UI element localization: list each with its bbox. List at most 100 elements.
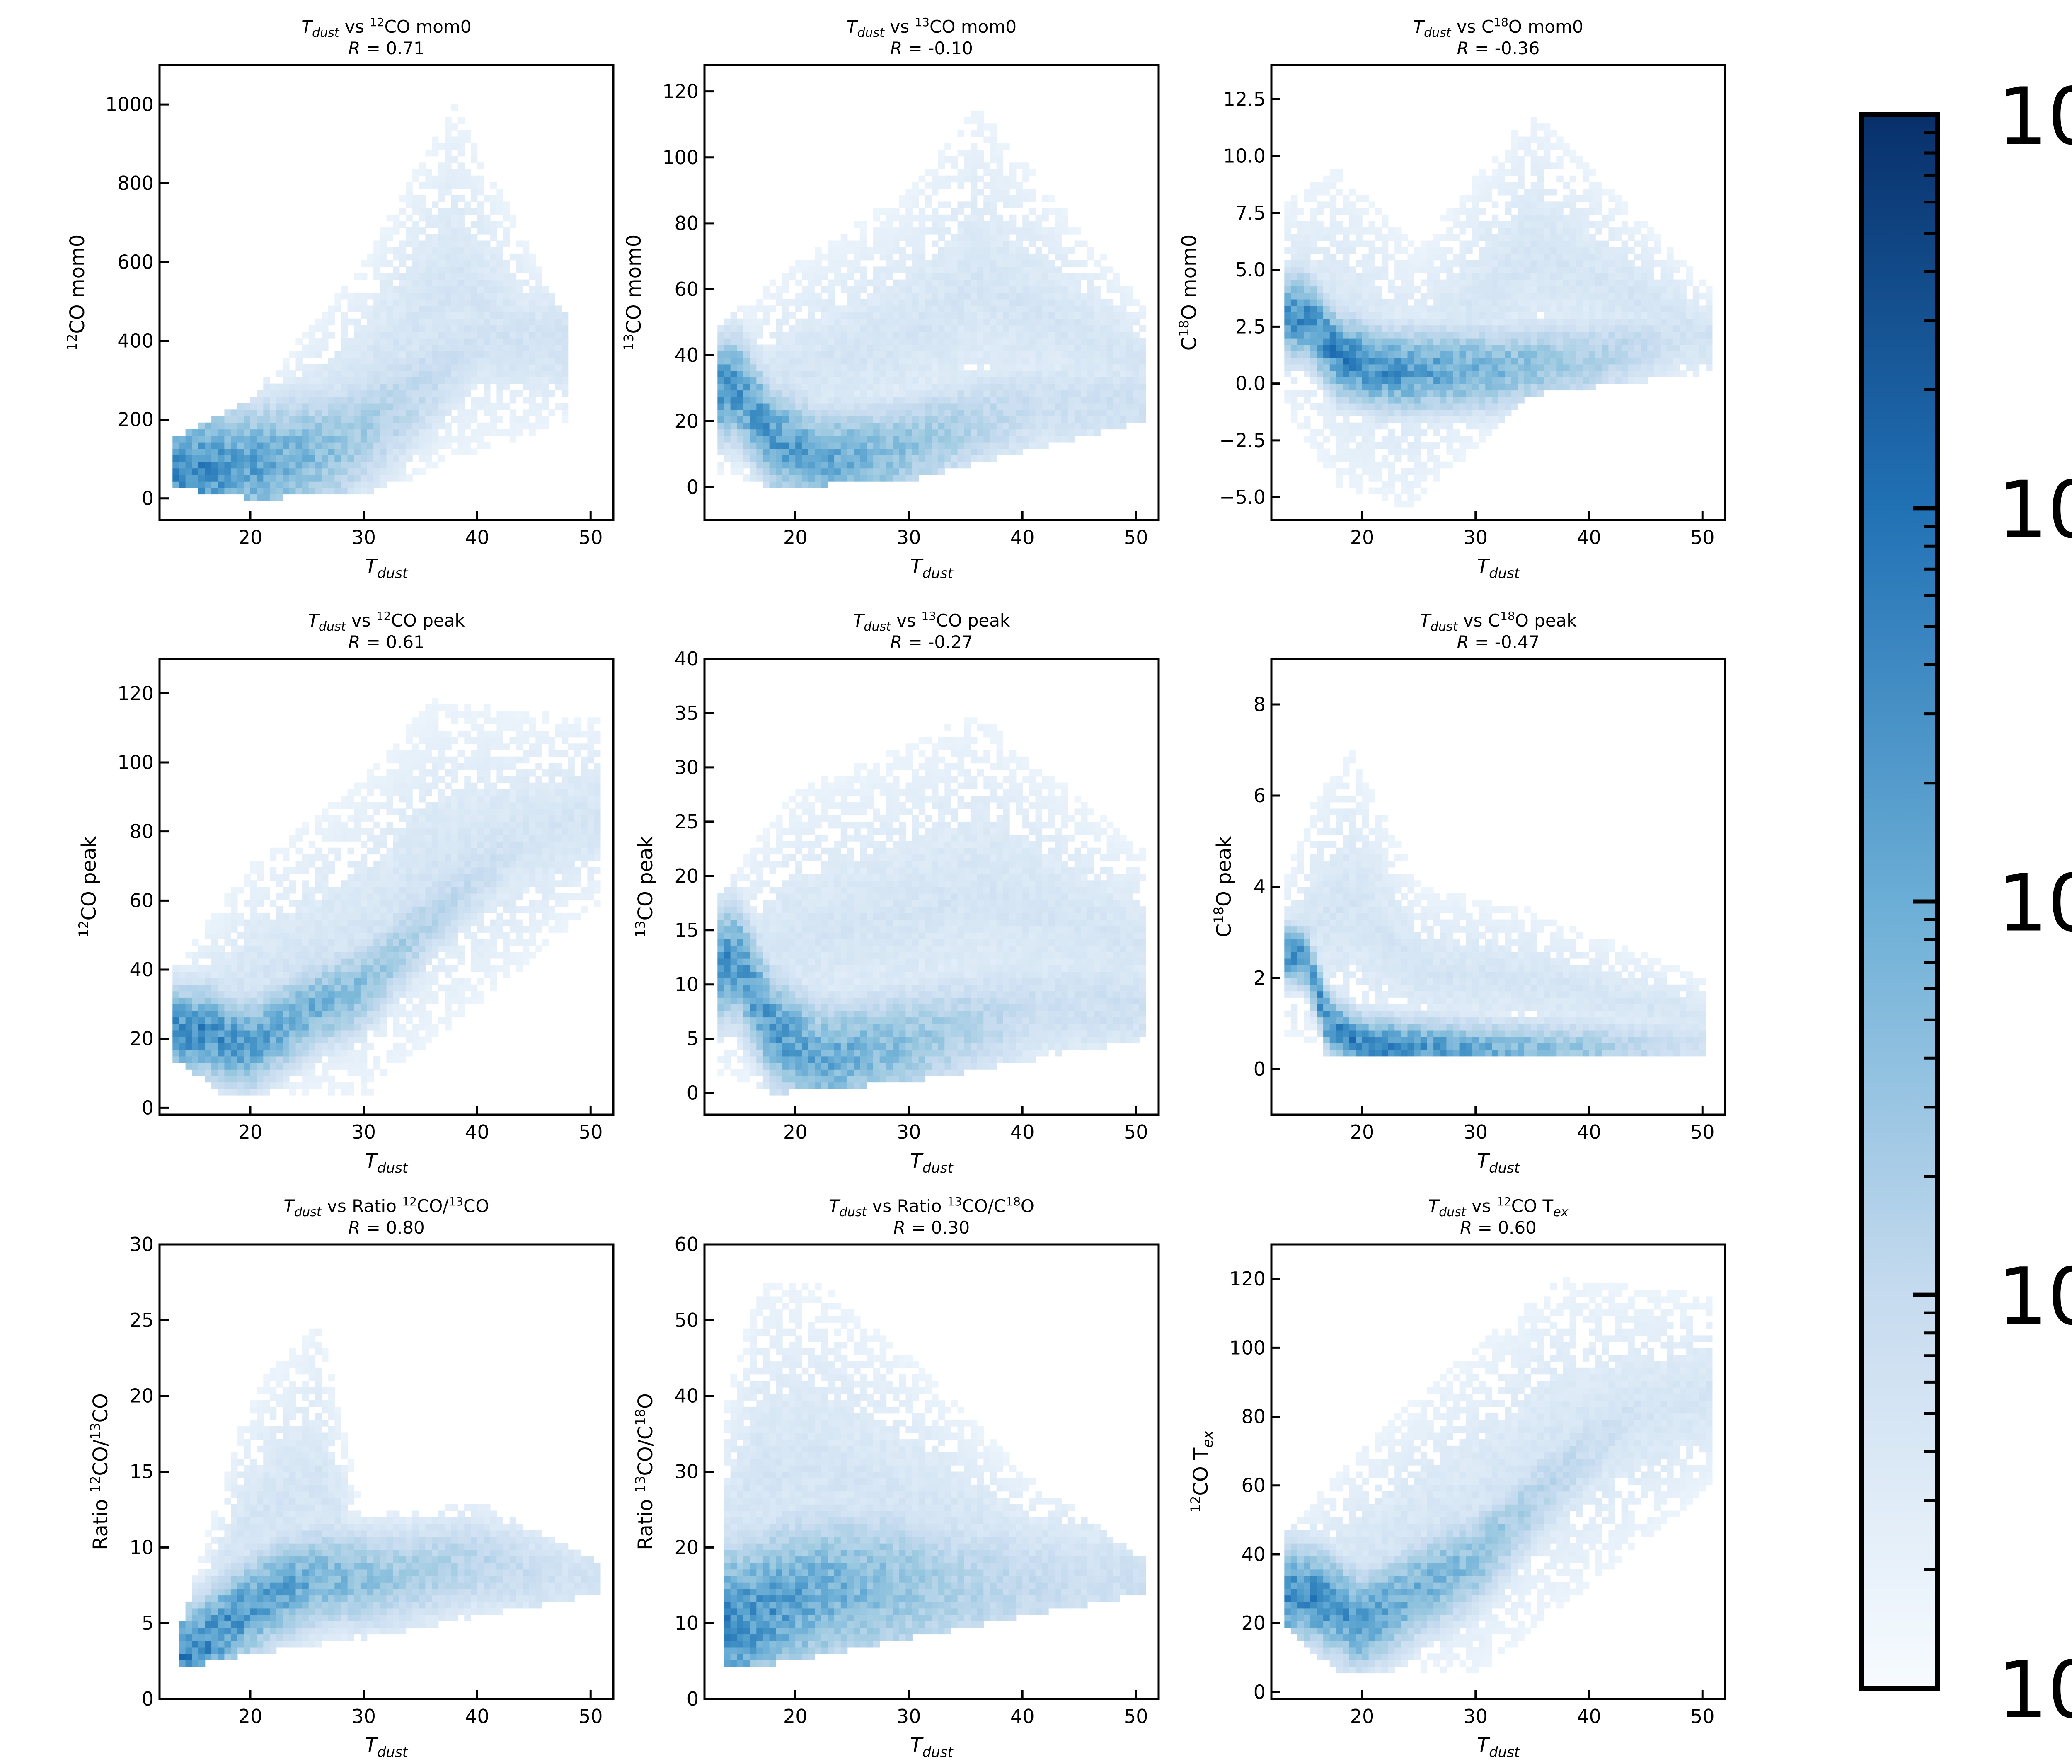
heatmap-cell (782, 416, 789, 423)
heatmap-cell (1427, 254, 1433, 261)
heatmap-cell (808, 293, 816, 300)
heatmap-cell (412, 208, 419, 215)
heatmap-cell (717, 449, 724, 456)
heatmap-cell (1003, 364, 1010, 371)
heatmap-cell (1087, 299, 1094, 306)
heatmap-cell (919, 325, 926, 332)
heatmap-cell (886, 429, 893, 436)
heatmap-cell (750, 449, 757, 456)
heatmap-cell (1297, 358, 1304, 365)
heatmap-cell (925, 455, 932, 462)
x-tick-label: 30 (897, 526, 921, 549)
heatmap-cell (1029, 325, 1036, 332)
heatmap-cell (893, 266, 900, 273)
heatmap-cell (471, 208, 477, 215)
heatmap-cell (919, 280, 926, 287)
heatmap-cell (802, 345, 809, 352)
heatmap-cell (828, 358, 835, 365)
heatmap-cell (951, 156, 958, 163)
heatmap-cell (399, 436, 406, 443)
heatmap-cell (834, 397, 841, 404)
heatmap-cell (899, 254, 906, 261)
heatmap-cell (1466, 442, 1472, 449)
heatmap-cell (873, 351, 880, 358)
heatmap-cell (399, 474, 406, 482)
heatmap-cell (893, 468, 900, 475)
heatmap-cell (458, 169, 465, 176)
heatmap-cell (958, 370, 965, 377)
heatmap-cell (458, 266, 465, 273)
heatmap-cell (964, 384, 971, 391)
heatmap-cell (1317, 305, 1324, 312)
heatmap-cell (932, 364, 939, 371)
heatmap-cell (523, 254, 529, 261)
heatmap-cell (932, 377, 939, 384)
heatmap-cell (795, 325, 802, 332)
heatmap-cell (990, 137, 997, 144)
heatmap-cell (322, 397, 328, 404)
heatmap-cell (471, 332, 477, 339)
heatmap-cell (1042, 384, 1049, 391)
heatmap-cell (763, 390, 770, 397)
heatmap-cell (1369, 338, 1375, 345)
heatmap-cell (802, 423, 809, 429)
heatmap-cell (958, 176, 965, 183)
heatmap-cell (458, 370, 465, 377)
heatmap-cell (737, 364, 744, 371)
heatmap-cell (1323, 260, 1330, 267)
heatmap-cell (1016, 358, 1023, 365)
heatmap-cell (1042, 403, 1049, 410)
heatmap-cell (834, 319, 841, 326)
heatmap-cell (834, 345, 841, 352)
heatmap-cell (1330, 358, 1336, 365)
heatmap-cell (555, 384, 562, 391)
heatmap-cell (1362, 384, 1369, 391)
heatmap-cell (776, 436, 783, 443)
heatmap-cell (380, 280, 387, 287)
heatmap-cell (1421, 390, 1427, 397)
heatmap-cell (997, 397, 1004, 404)
heatmap-cell (1003, 332, 1010, 339)
heatmap-cell (1369, 345, 1375, 352)
heatmap-cell (977, 241, 984, 248)
heatmap-cell (425, 377, 432, 384)
heatmap-cell (244, 462, 250, 469)
heatmap-cell (296, 462, 303, 469)
heatmap-cell (724, 449, 731, 456)
heatmap-cell (1048, 358, 1055, 365)
heatmap-cell (1323, 455, 1330, 462)
heatmap-cell (743, 474, 750, 482)
heatmap-cell (1472, 293, 1479, 300)
heatmap-cell (1394, 449, 1401, 456)
heatmap-cell (354, 429, 361, 436)
heatmap-cell (1336, 273, 1343, 280)
heatmap-cell (438, 397, 445, 404)
heatmap-cell (354, 403, 361, 410)
heatmap-cell (205, 468, 212, 475)
heatmap-cell (1081, 319, 1088, 326)
heatmap-cell (925, 273, 932, 280)
heatmap-cell (821, 358, 828, 365)
heatmap-cell (1446, 449, 1453, 456)
heatmap-cell (224, 481, 231, 488)
heatmap-cell (496, 201, 503, 208)
heatmap-cell (309, 462, 315, 469)
heatmap-cell (1107, 280, 1114, 287)
heatmap-cell (1042, 429, 1049, 436)
heatmap-cell (997, 156, 1004, 163)
heatmap-cell (1120, 332, 1127, 339)
heatmap-cell (542, 286, 549, 293)
heatmap-cell (309, 332, 315, 339)
heatmap-cell (1087, 423, 1094, 429)
heatmap-cell (542, 312, 549, 319)
heatmap-cell (302, 488, 309, 495)
heatmap-cell (445, 384, 451, 391)
heatmap-cell (1414, 325, 1421, 332)
heatmap-cell (1433, 409, 1440, 416)
heatmap-cell (1120, 364, 1127, 371)
heatmap-cell (808, 455, 816, 462)
heatmap-cell (860, 474, 867, 482)
heatmap-cell (1291, 254, 1297, 261)
heatmap-cell (1003, 338, 1010, 345)
heatmap-cell (1107, 409, 1114, 416)
